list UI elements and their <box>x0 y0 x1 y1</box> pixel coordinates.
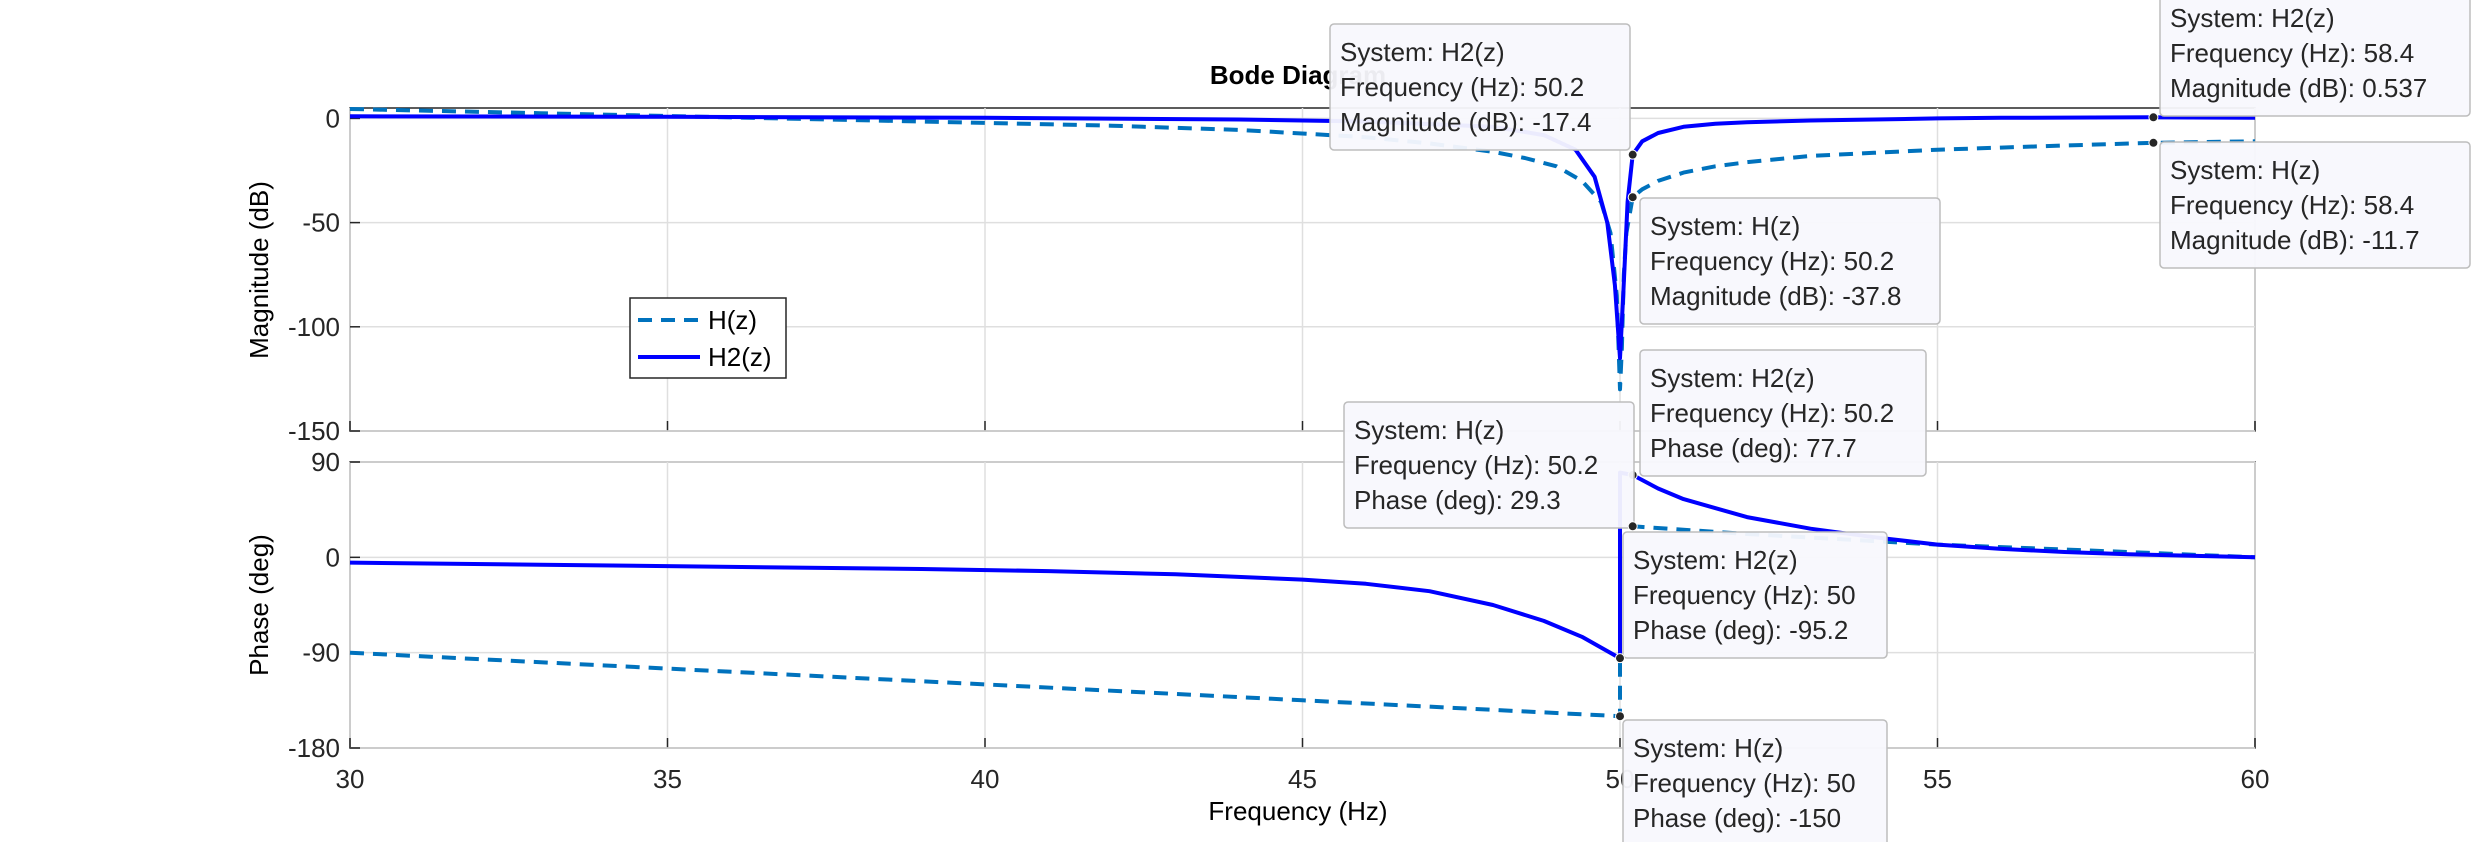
x-tick-label: 45 <box>1288 764 1317 794</box>
data-tip-line: Magnitude (dB): -37.8 <box>1650 281 1901 311</box>
data-tip-marker <box>1627 521 1638 532</box>
phase-grid <box>349 461 2256 749</box>
x-tick-label: 60 <box>2241 764 2270 794</box>
data-tip-box <box>1622 719 1888 842</box>
magnitude-y-ticks: 0 -50 -100 -150 <box>288 103 340 446</box>
data-tip: System: H2(z) Frequency (Hz): 50.2 Magnitu… <box>1329 23 1638 160</box>
data-tip-marker <box>2148 112 2159 123</box>
x-axis-label: Frequency (Hz) <box>1208 796 1387 826</box>
data-tip-line: System: H(z) <box>1633 733 1783 763</box>
phase-y-tick-label: 90 <box>311 447 340 477</box>
magnitude-y-tick-label: 0 <box>326 103 340 133</box>
data-tip-line: System: H(z) <box>1354 415 1504 445</box>
data-tip-line: System: H2(z) <box>1340 37 1505 67</box>
legend[interactable]: H(z) H2(z) <box>629 297 787 379</box>
magnitude-y-tick-label: -50 <box>302 208 340 238</box>
data-tip-marker <box>1627 149 1638 160</box>
data-tip-line: System: H2(z) <box>1633 545 1798 575</box>
magnitude-y-axis-label: Magnitude (dB) <box>244 181 274 359</box>
x-tick-label: 55 <box>1923 764 1952 794</box>
data-tip-line: Frequency (Hz): 58.4 <box>2170 38 2414 68</box>
data-tip-line: System: H(z) <box>1650 211 1800 241</box>
phase-y-tick-label: -180 <box>288 733 340 763</box>
data-tip-line: Frequency (Hz): 58.4 <box>2170 190 2414 220</box>
data-tip: System: H(z) Frequency (Hz): 50.2 Phase (d… <box>1343 401 1638 532</box>
data-tip-marker <box>2148 137 2159 148</box>
data-tip-line: Magnitude (dB): -11.7 <box>2170 225 2420 255</box>
data-tip: System: H2(z) Frequency (Hz): 50 Phase (de… <box>1615 531 1888 664</box>
data-tip-box <box>1343 401 1635 529</box>
data-tip: System: H(z) Frequency (Hz): 58.4 Magnitud… <box>2148 137 2471 269</box>
legend-label-h2: H2(z) <box>708 342 772 372</box>
data-tip-line: Frequency (Hz): 50.2 <box>1650 398 1894 428</box>
x-tick-labels: 30 35 40 45 50 55 60 <box>336 764 2270 794</box>
phase-y-axis-label: Phase (deg) <box>244 534 274 676</box>
data-tip-line: Magnitude (dB): 0.537 <box>2170 73 2427 103</box>
data-tip-box <box>1639 197 1941 325</box>
data-tip-line: Frequency (Hz): 50.2 <box>1354 450 1598 480</box>
data-tip-line: Frequency (Hz): 50.2 <box>1340 72 1584 102</box>
x-tick-label: 30 <box>336 764 365 794</box>
data-tip-line: Phase (deg): 29.3 <box>1354 485 1561 515</box>
data-tip: System: H(z) Frequency (Hz): 50 Phase (deg… <box>1615 711 1888 842</box>
magnitude-plot: 0 -50 -100 -150 Magnitude (dB) <box>244 103 2256 446</box>
data-tip: System: H2(z) Frequency (Hz): 50.2 Phase (… <box>1627 349 1927 481</box>
data-tips: System: H2(z) Frequency (Hz): 50.2 Magnitu… <box>1329 0 2471 842</box>
phase-y-tick-label: -90 <box>302 638 340 668</box>
data-tip-box <box>1622 531 1888 659</box>
data-tip-box <box>2159 0 2471 117</box>
data-tip-line: Phase (deg): -95.2 <box>1633 615 1848 645</box>
magnitude-y-tick-label: -100 <box>288 312 340 342</box>
data-tip-box <box>2159 141 2471 269</box>
data-tip-line: System: H2(z) <box>1650 363 1815 393</box>
x-tick-label: 40 <box>971 764 1000 794</box>
legend-label-h: H(z) <box>708 305 757 335</box>
data-tip-line: Phase (deg): 77.7 <box>1650 433 1857 463</box>
data-tip-line: Frequency (Hz): 50.2 <box>1650 246 1894 276</box>
data-tip-marker <box>1615 653 1625 664</box>
data-tip-marker <box>1627 192 1638 203</box>
data-tip-line: Phase (deg): -150 <box>1633 803 1841 833</box>
data-tip-line: Frequency (Hz): 50 <box>1633 580 1856 610</box>
magnitude-series-hz <box>349 107 2256 392</box>
data-tip-line: Magnitude (dB): -17.4 <box>1340 107 1591 137</box>
data-tip-line: System: H2(z) <box>2170 3 2335 33</box>
data-tip-box <box>1329 23 1631 151</box>
data-tip-marker <box>1615 711 1625 722</box>
phase-y-ticks: 90 0 -90 -180 <box>288 447 340 763</box>
legend-box <box>629 297 787 379</box>
phase-y-tick-label: 0 <box>326 542 340 572</box>
data-tip-line: System: H(z) <box>2170 155 2320 185</box>
phase-plot: 90 0 -90 -180 Phase (deg) <box>244 447 2256 763</box>
data-tip-box <box>1639 349 1927 477</box>
data-tip-line: Frequency (Hz): 50 <box>1633 768 1856 798</box>
data-tip: System: H2(z) Frequency (Hz): 58.4 Magnitu… <box>2148 0 2471 123</box>
data-tip: System: H(z) Frequency (Hz): 50.2 Magnitud… <box>1627 192 1941 325</box>
x-tick-label: 35 <box>653 764 682 794</box>
magnitude-y-tick-label: -150 <box>288 416 340 446</box>
